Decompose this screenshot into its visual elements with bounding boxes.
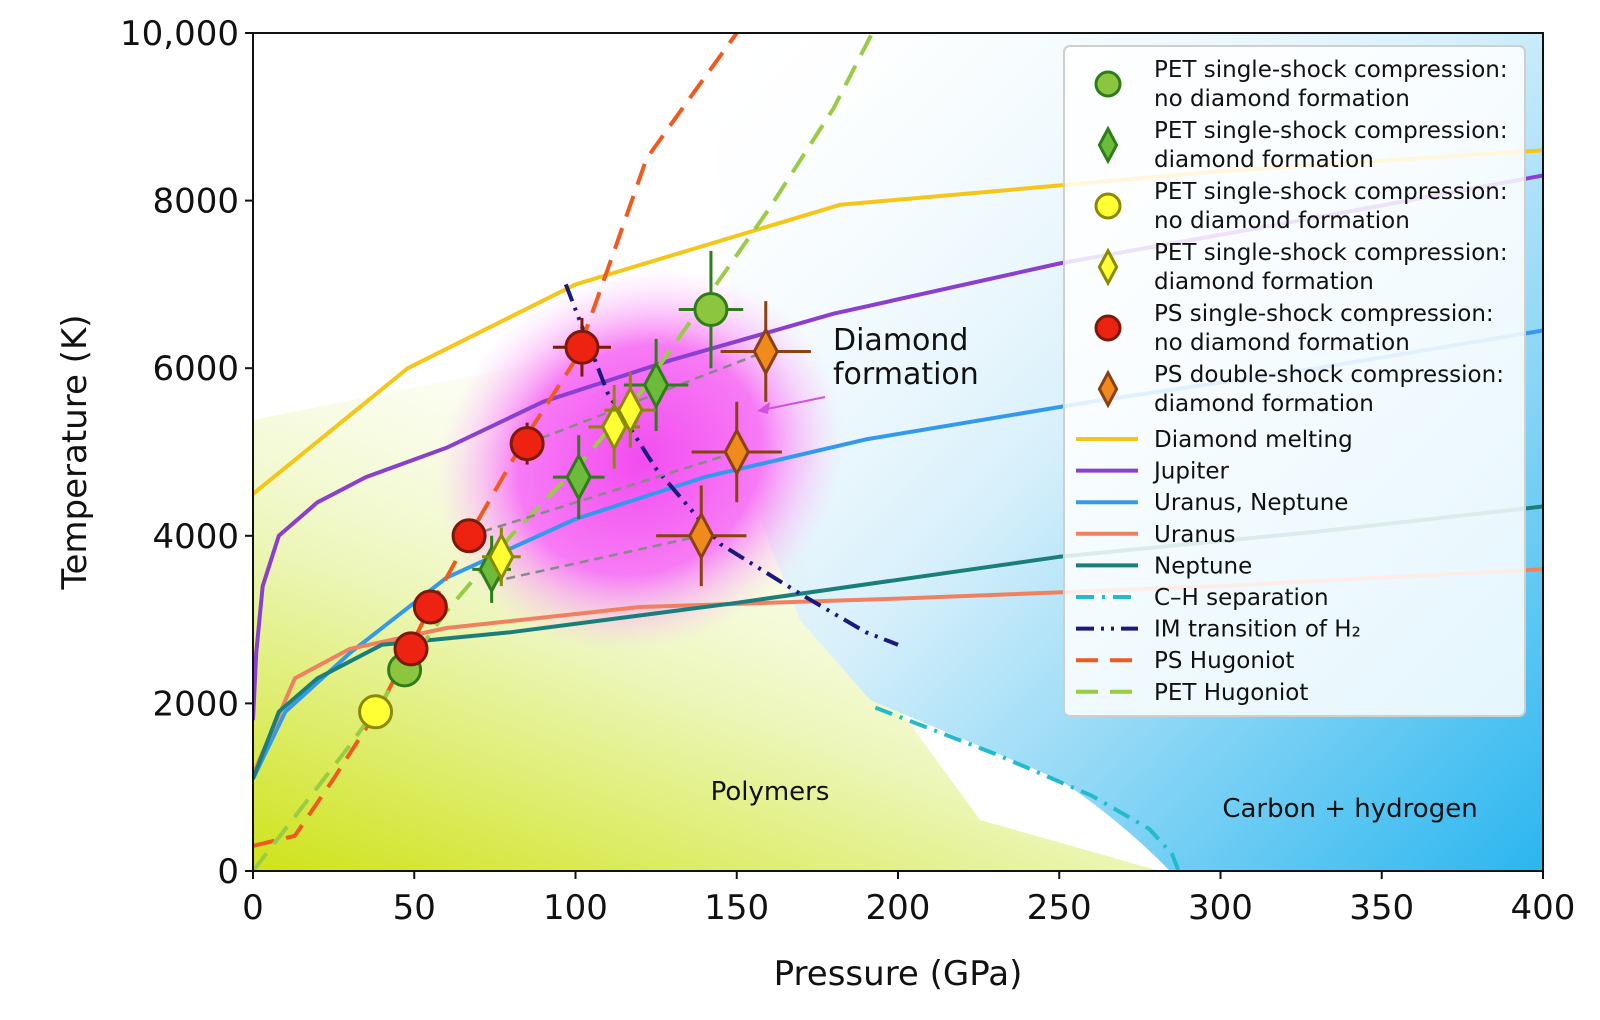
legend-label: Diamond melting [1154, 427, 1353, 453]
legend-label: Uranus [1154, 522, 1236, 548]
data-point-diamond [488, 531, 515, 582]
legend-label: diamond formation [1154, 147, 1374, 173]
legend-marker [1097, 369, 1119, 409]
data-point-circle [509, 426, 545, 462]
dashed-connector [468, 450, 738, 537]
series-line-ps-hugoniot [253, 33, 739, 848]
legend-label: PET single-shock compression: [1154, 179, 1508, 205]
legend-label: PS single-shock compression: [1154, 301, 1494, 327]
x-tick-label: 50 [393, 888, 436, 928]
legend-label: Neptune [1154, 553, 1252, 579]
legend-label: diamond formation [1154, 391, 1374, 417]
series-line-c-h-separation [874, 705, 1181, 871]
legend-label: no diamond formation [1154, 86, 1410, 112]
legend-label: Uranus, Neptune [1154, 490, 1348, 516]
dashed-connector [491, 534, 702, 584]
dashed-connector [526, 350, 767, 445]
diamond-formation-arrow [761, 396, 826, 411]
legend-label: PET single-shock compression: [1154, 118, 1508, 144]
legend-label: no diamond formation [1154, 330, 1410, 356]
diamond-formation-label-1: Diamond [833, 323, 968, 358]
polymers-label: Polymers [711, 777, 830, 807]
legend-marker [1094, 70, 1122, 98]
x-tick-label: 100 [543, 888, 608, 928]
data-point-diamond [642, 360, 670, 410]
legend-label: C–H separation [1154, 585, 1329, 611]
annotations: Diamond formation Polymers Carbon + hydr… [711, 323, 1478, 824]
y-tick-label: 10,000 [120, 14, 239, 54]
legend: PET single-shock compression: no diamond … [1063, 45, 1526, 717]
legend-label: PS Hugoniot [1154, 648, 1294, 674]
data-point-diamond [617, 385, 644, 435]
carbon-hydrogen-label: Carbon + hydrogen [1222, 794, 1477, 824]
legend-marker [1094, 192, 1122, 220]
x-axis-title: Pressure (GPa) [774, 954, 1023, 994]
data-point-circle [393, 631, 429, 667]
legend-label: PET Hugoniot [1154, 680, 1308, 706]
x-tick-label: 200 [866, 888, 931, 928]
series-line-im-transition-of-h [563, 283, 899, 647]
y-tick-label: 4000 [152, 517, 239, 557]
data-point-circle [693, 292, 729, 328]
x-tick-label: 300 [1188, 888, 1253, 928]
legend-marker [1094, 314, 1122, 342]
data-point-circle [564, 329, 600, 365]
data-point-diamond [565, 452, 592, 502]
x-tick-label: 250 [1027, 888, 1092, 928]
legend-label: PET single-shock compression: [1154, 240, 1508, 266]
x-tick-label: 150 [704, 888, 769, 928]
diamond-formation-label-2: formation [833, 357, 979, 392]
data-point-diamond [688, 511, 715, 561]
legend-label: Jupiter [1152, 459, 1230, 485]
data-point-circle [451, 518, 487, 554]
legend-label: no diamond formation [1154, 208, 1410, 234]
data-point-circle [358, 694, 394, 730]
data-point-diamond [752, 326, 779, 377]
y-tick-label: 0 [217, 852, 239, 892]
y-tick-label: 8000 [152, 182, 239, 222]
y-axis-title: Temperature (K) [55, 314, 95, 590]
legend-label: PET single-shock compression: [1154, 57, 1508, 83]
diamond-formation-arrowhead [757, 402, 770, 414]
legend-marker [1097, 247, 1119, 287]
legend-label: PS double-shock compression: [1154, 362, 1504, 388]
x-tick-label: 350 [1349, 888, 1414, 928]
y-tick-label: 6000 [152, 349, 239, 389]
series-line-jupiter [253, 173, 1543, 721]
legend-label: IM transition of H₂ [1154, 617, 1361, 643]
data-point-circle [412, 589, 448, 625]
x-tick-label: 0 [242, 888, 264, 928]
data-point-diamond [723, 427, 750, 477]
legend-label: diamond formation [1154, 269, 1374, 295]
legend-box [1063, 45, 1526, 717]
y-tick-label: 2000 [152, 684, 239, 724]
x-tick-label: 400 [1511, 888, 1576, 928]
legend-marker [1097, 125, 1119, 165]
data-point-diamond [600, 402, 628, 452]
